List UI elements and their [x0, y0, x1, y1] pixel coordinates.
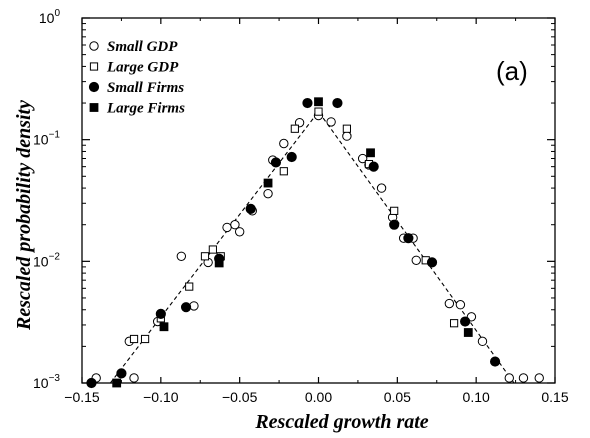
point-small-firms	[270, 157, 282, 168]
fit-line	[109, 110, 515, 384]
point-small-gdp	[518, 373, 529, 383]
legend-label-large-firms: Large Firms	[106, 101, 185, 117]
point-small-firms	[403, 233, 414, 244]
y-tick-label: 10−1	[33, 130, 60, 148]
x-tick-label: −0.05	[222, 389, 258, 405]
point-small-gdp	[263, 188, 273, 199]
point-small-gdp	[129, 373, 139, 383]
x-tick-label: −0.10	[143, 389, 179, 405]
legend-marker-large-firms	[89, 103, 99, 112]
data-points-group	[86, 97, 544, 389]
x-tick-label: 0.05	[384, 389, 411, 405]
y-axis-ticks: 100 10−1 10−2 10−3	[33, 8, 555, 391]
legend-marker-small-gdp	[89, 41, 99, 51]
point-large-firms	[463, 328, 473, 337]
point-small-firms	[245, 203, 256, 214]
point-small-firms	[116, 368, 127, 379]
legend-label-large-gdp: Large GDP	[106, 60, 179, 76]
point-large-gdp	[140, 334, 150, 344]
point-small-firms	[426, 257, 438, 268]
point-small-gdp	[411, 255, 421, 265]
point-large-gdp	[185, 282, 194, 291]
point-small-gdp	[342, 131, 352, 141]
y-tick-label: 100	[39, 8, 61, 26]
point-small-gdp	[230, 220, 240, 230]
legend-marker-small-firms	[88, 81, 100, 93]
point-small-firms	[460, 316, 471, 327]
point-small-gdp	[234, 227, 245, 237]
point-small-gdp	[326, 117, 336, 127]
fit-line-group	[109, 110, 515, 384]
y-tick-label: 10−2	[33, 251, 60, 269]
point-large-firms	[366, 148, 375, 158]
point-large-gdp	[279, 167, 288, 176]
point-large-firms	[159, 322, 169, 332]
point-small-firms	[155, 308, 166, 319]
point-large-gdp	[200, 252, 210, 261]
point-small-gdp	[357, 153, 368, 164]
point-large-gdp	[290, 124, 299, 133]
point-small-gdp	[222, 222, 232, 233]
x-axis-ticks: −0.15 −0.10 −0.05 0.00 0.05 0.10 0.15	[64, 18, 569, 405]
point-small-gdp	[477, 336, 488, 347]
point-small-firms	[286, 151, 297, 163]
point-small-gdp	[279, 138, 289, 149]
legend-label-small-gdp: Small GDP	[107, 39, 178, 55]
point-large-firms	[263, 178, 273, 188]
x-tick-label: 0.10	[463, 389, 490, 405]
point-large-gdp	[449, 319, 459, 328]
point-large-firms	[314, 97, 323, 107]
point-small-gdp	[504, 373, 514, 383]
point-large-firms	[112, 378, 122, 388]
point-large-gdp	[129, 334, 139, 344]
legend-marker-large-gdp	[89, 62, 99, 71]
point-large-gdp	[390, 206, 399, 215]
point-small-firms	[489, 356, 501, 367]
point-small-firms	[332, 97, 343, 109]
point-small-gdp	[444, 298, 455, 309]
point-small-gdp	[176, 251, 187, 261]
point-large-gdp	[314, 107, 323, 116]
point-small-firms	[368, 161, 379, 172]
point-large-firms	[214, 258, 224, 268]
x-tick-label: 0.00	[305, 389, 332, 405]
x-tick-label: 0.15	[541, 389, 568, 405]
legend-label-small-firms: Small Firms	[107, 80, 184, 96]
point-small-firms	[180, 302, 192, 313]
point-small-gdp	[455, 300, 466, 310]
point-small-firms	[302, 97, 313, 109]
panel-label: (a)	[496, 56, 528, 86]
point-small-gdp	[376, 183, 387, 193]
x-tick-label: −0.15	[64, 389, 100, 405]
point-small-gdp	[534, 373, 544, 383]
point-small-firms	[389, 219, 400, 230]
point-large-gdp	[208, 245, 217, 254]
y-tick-label: 10−3	[33, 373, 60, 391]
point-large-gdp	[342, 124, 351, 133]
legend: Small GDP Large GDP Small Firms Large Firms	[88, 39, 185, 117]
y-axis-title: Rescaled probability density	[13, 100, 35, 331]
x-axis-title: Rescaled growth rate	[254, 411, 428, 433]
